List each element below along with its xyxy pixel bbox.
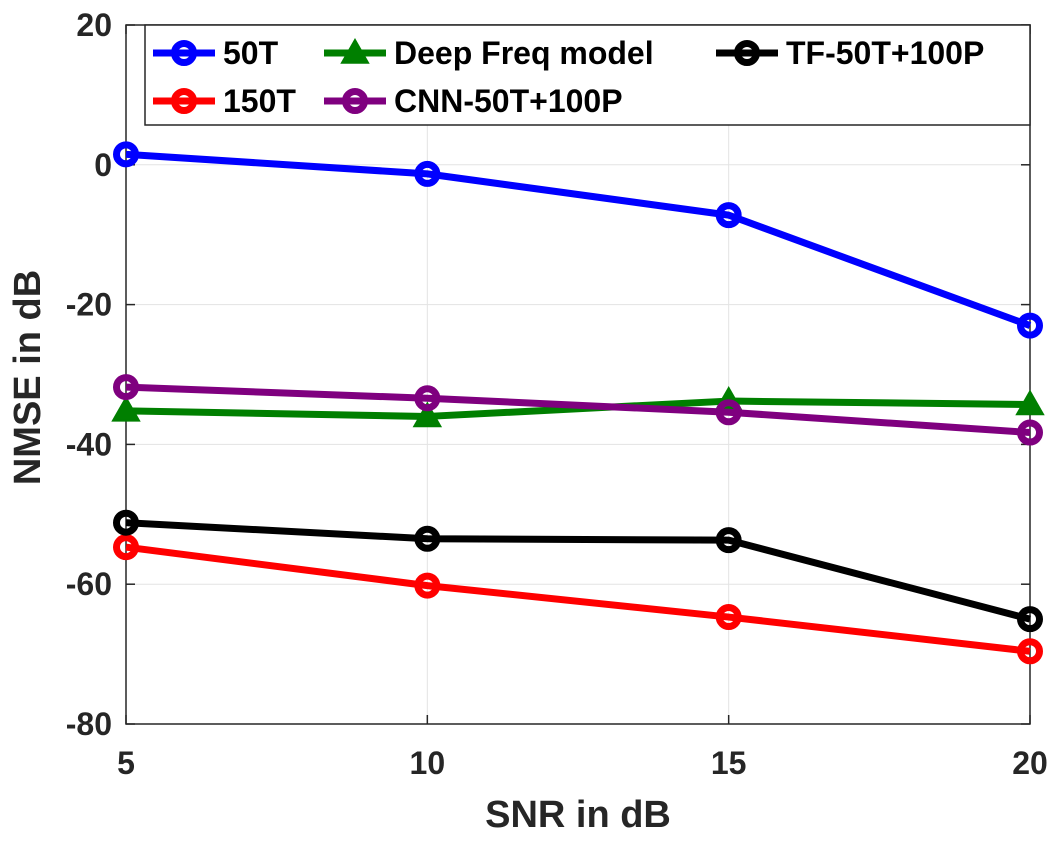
data-point-marker xyxy=(715,399,742,426)
legend: 50T 150T Deep Freq model CNN-50T+100P TF-50T… xyxy=(144,24,1031,126)
data-point-marker xyxy=(414,572,441,599)
data-point-marker xyxy=(715,527,742,554)
data-point-marker xyxy=(414,160,441,187)
legend-label: 150T xyxy=(223,83,296,119)
legend-entry: Deep Freq model xyxy=(324,35,654,71)
data-point-marker xyxy=(113,141,139,168)
y-tick-label: -40 xyxy=(66,426,112,462)
legend-marker-swatch xyxy=(734,40,760,66)
y-tick-label: 20 xyxy=(76,7,112,43)
data-point-marker xyxy=(715,202,742,229)
x-axis-title: SNR in dB xyxy=(485,794,671,836)
legend-marker-swatch xyxy=(340,37,370,64)
data-point-marker xyxy=(1017,606,1043,633)
x-tick-label: 20 xyxy=(1012,745,1048,781)
series-tf-50t-100p xyxy=(113,509,1043,633)
legend-label: 50T xyxy=(223,35,279,71)
y-tick-label: 0 xyxy=(94,147,112,183)
plot-area-frame xyxy=(125,24,1031,725)
series-50t xyxy=(113,141,1043,339)
data-point-marker xyxy=(1015,389,1045,416)
data-point-marker xyxy=(715,604,742,631)
legend-entry: TF-50T+100P xyxy=(716,35,984,71)
data-point-marker xyxy=(1017,312,1043,339)
legend-label: TF-50T+100P xyxy=(786,35,984,71)
x-tick-label: 5 xyxy=(117,745,135,781)
data-point-marker xyxy=(113,534,139,561)
data-point-marker xyxy=(1017,419,1043,446)
series-cnn-50t-100p xyxy=(113,374,1043,446)
y-tick-label: -20 xyxy=(66,287,112,323)
series-line xyxy=(125,519,1031,623)
y-tick-label: -60 xyxy=(66,566,112,602)
legend-marker-swatch xyxy=(171,88,197,114)
data-point-marker xyxy=(414,525,441,552)
legend-entry: CNN-50T+100P xyxy=(324,83,623,119)
data-point-marker xyxy=(113,509,139,536)
legend-label: Deep Freq model xyxy=(394,35,654,71)
legend-label: CNN-50T+100P xyxy=(394,83,623,119)
legend-box xyxy=(144,24,1031,126)
axis-ticks: 5 10 15 20 20 0 -20 -40 -60 -80 xyxy=(66,7,1048,781)
series-layer xyxy=(111,141,1045,665)
grid-lines xyxy=(125,24,1031,725)
data-point-marker xyxy=(111,395,141,422)
legend-marker-swatch xyxy=(171,40,197,66)
series-line xyxy=(125,543,1031,655)
legend-entry: 50T xyxy=(153,35,279,71)
legend-entry: 150T xyxy=(153,83,296,119)
series-line xyxy=(125,383,1031,437)
data-point-marker xyxy=(412,401,443,428)
x-tick-label: 10 xyxy=(410,745,446,781)
legend-marker-swatch xyxy=(342,88,368,114)
data-point-marker xyxy=(414,385,441,412)
series-line xyxy=(125,150,1032,329)
data-point-marker xyxy=(113,374,139,401)
data-point-marker xyxy=(1017,638,1043,665)
y-tick-label: -80 xyxy=(66,706,112,742)
series-150t xyxy=(113,534,1043,665)
x-tick-label: 15 xyxy=(711,745,747,781)
y-axis-title: NMSE in dB xyxy=(7,270,49,485)
